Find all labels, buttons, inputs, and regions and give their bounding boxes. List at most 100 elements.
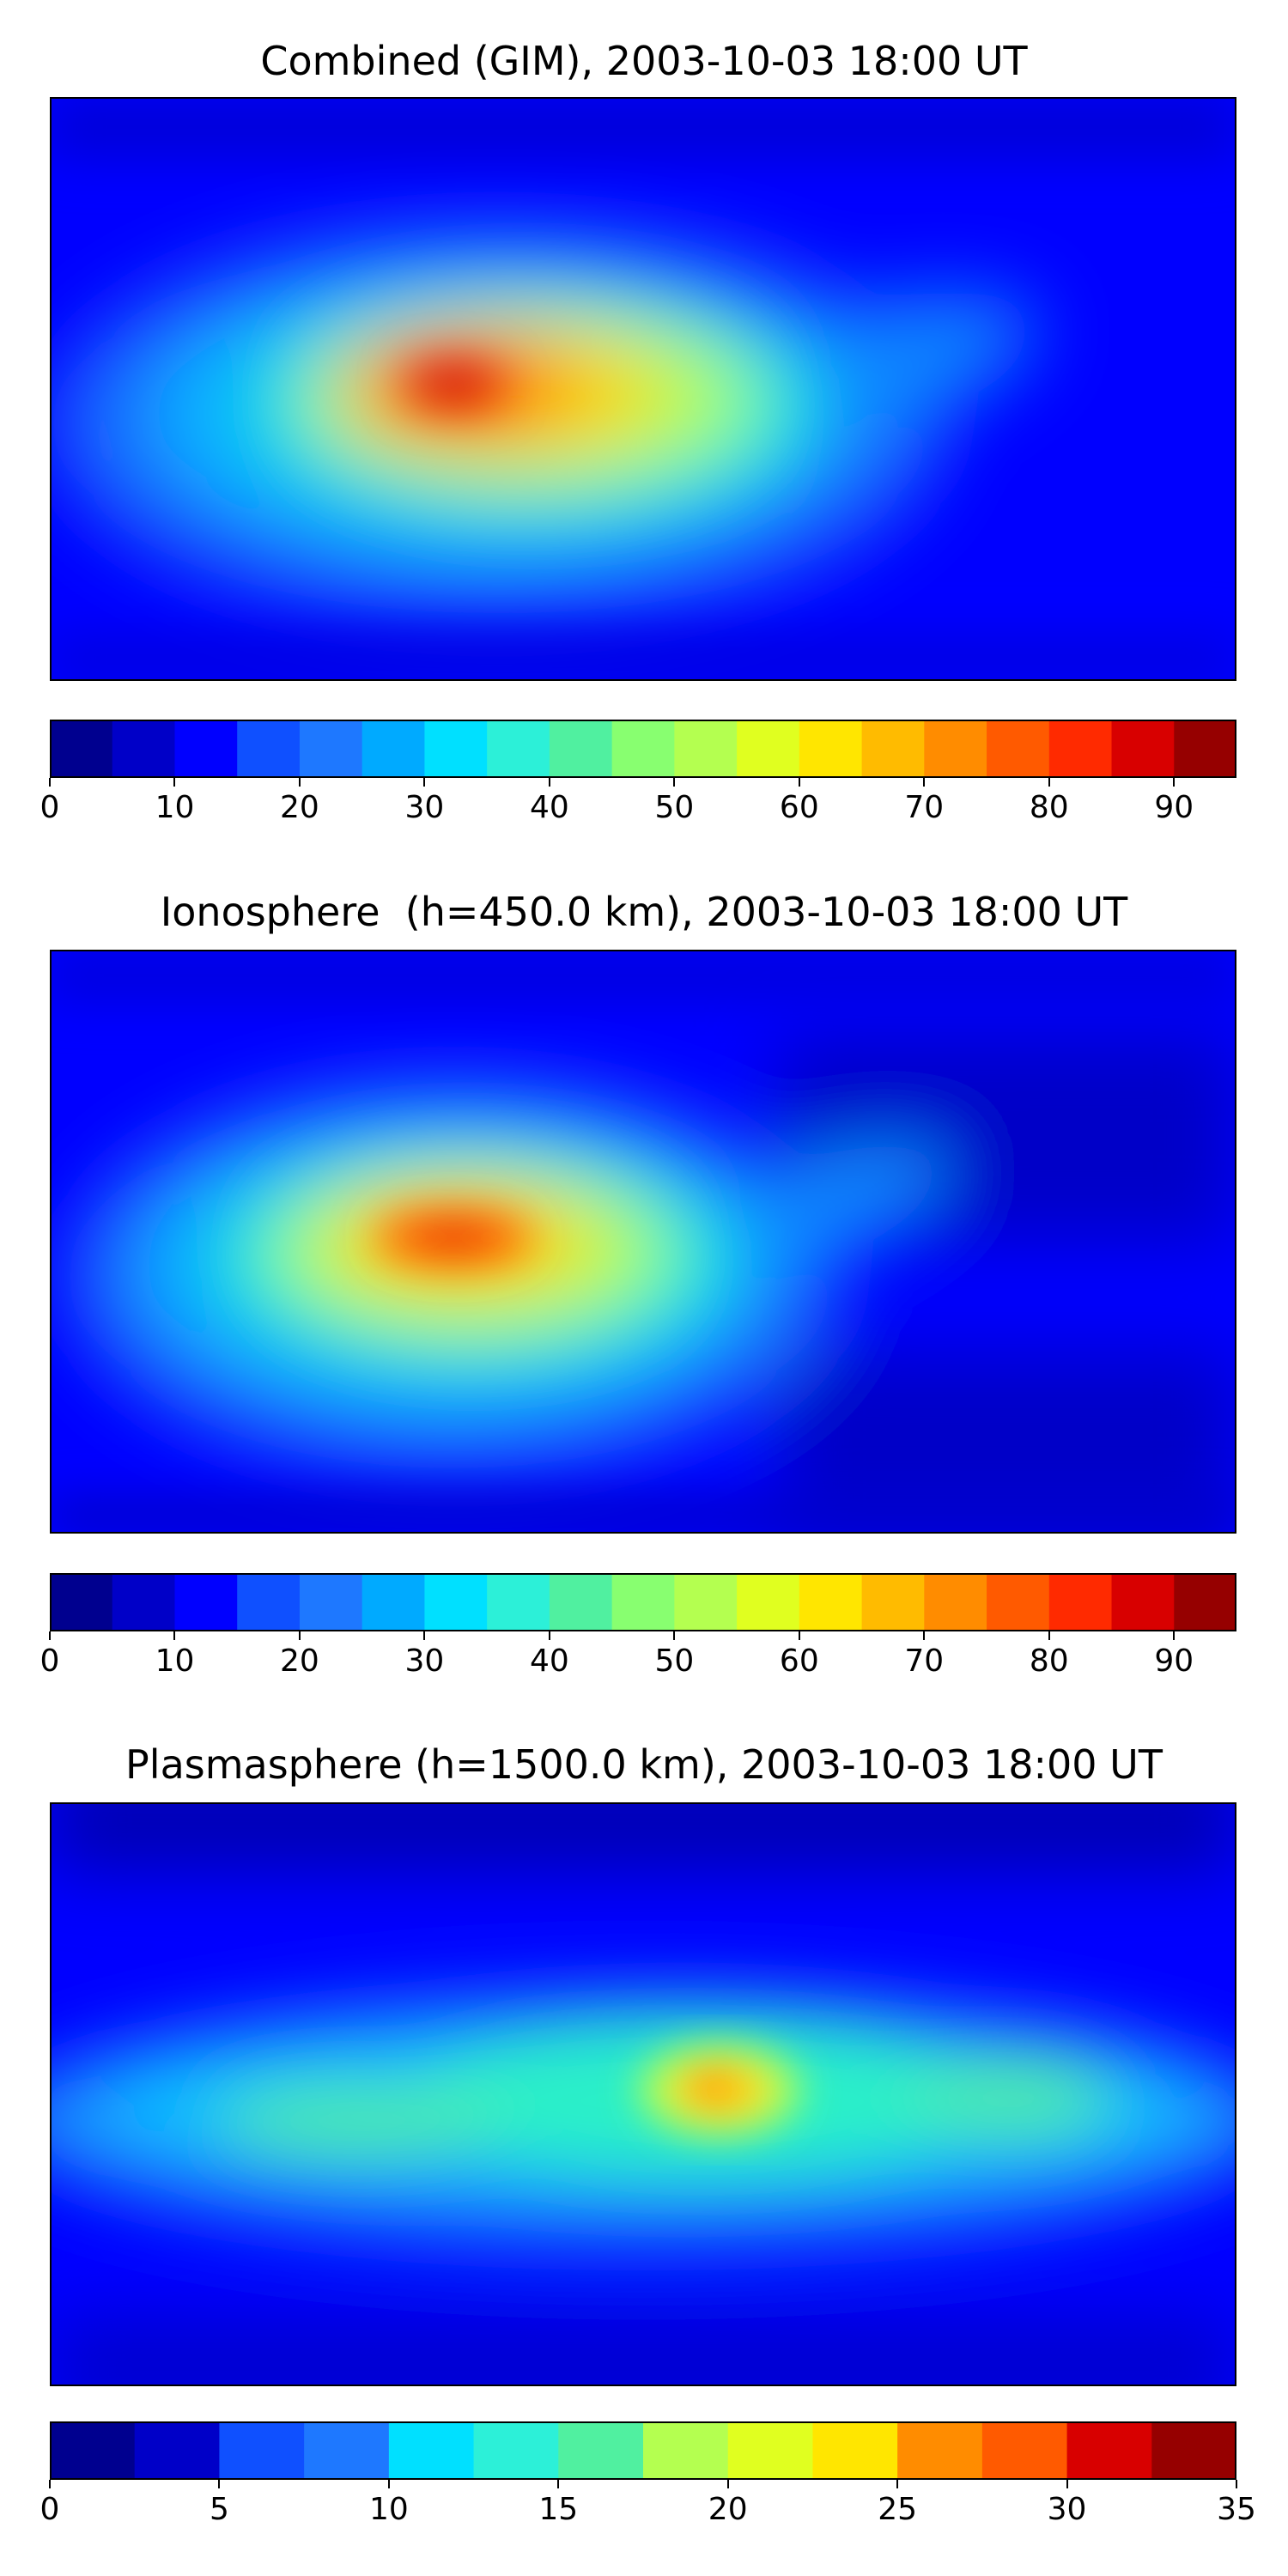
heatmap-peak — [50, 950, 1236, 1534]
colorbar-bin — [737, 1573, 800, 1631]
colorbar-tick-label: 40 — [529, 1643, 569, 1679]
colorbar-tick-mark — [1048, 1631, 1050, 1640]
colorbar-tick-label: 90 — [1154, 1643, 1194, 1679]
colorbar-tick-mark — [218, 2480, 221, 2488]
colorbar-bin — [897, 2421, 983, 2480]
colorbar-bin — [1174, 1573, 1237, 1631]
colorbar-bin — [1048, 1573, 1113, 1631]
colorbar-tick-label: 20 — [708, 2492, 748, 2527]
heatmap-field — [50, 1802, 1236, 2386]
colorbar-svg — [50, 2421, 1237, 2480]
colorbar-tick-mark — [548, 1631, 550, 1640]
heatmap-map — [50, 1802, 1236, 2386]
colorbar-bin — [361, 720, 425, 778]
colorbar-tick-mark — [423, 778, 426, 787]
colorbar — [50, 1573, 1237, 1631]
colorbar-tick-label: 60 — [779, 1643, 819, 1679]
heatmap-map — [50, 97, 1236, 681]
colorbar-outline — [50, 720, 1236, 778]
colorbar-tick-mark — [387, 2480, 390, 2488]
colorbar-tick-label: 90 — [1154, 790, 1194, 825]
colorbar-outline — [50, 2421, 1236, 2480]
colorbar-bin — [1066, 2421, 1152, 2480]
colorbar-tick-label: 10 — [155, 790, 195, 825]
colorbar-bin — [174, 720, 238, 778]
colorbar-tick-label: 50 — [654, 1643, 695, 1679]
heatmap-svg — [50, 1802, 1236, 2386]
colorbar-tick-mark — [726, 2480, 729, 2488]
colorbar-outline — [50, 1573, 1236, 1631]
colorbar-tick-mark — [798, 778, 800, 787]
colorbar-tick-mark — [1048, 778, 1050, 787]
colorbar-bin — [987, 1573, 1050, 1631]
colorbar-tick-mark — [673, 1631, 676, 1640]
colorbar-bin — [799, 720, 863, 778]
colorbar-bin — [361, 1573, 425, 1631]
colorbar-bin — [299, 720, 363, 778]
colorbar-tick-mark — [298, 1631, 301, 1640]
colorbar-bin — [219, 2421, 305, 2480]
colorbar-bin — [611, 1573, 675, 1631]
colorbar — [50, 720, 1237, 778]
colorbar-tick-label: 30 — [404, 1643, 445, 1679]
colorbar-bin — [727, 2421, 813, 2480]
colorbar-tick-label: 60 — [779, 790, 819, 825]
colorbar-bin — [981, 2421, 1068, 2480]
heatmap-field — [50, 226, 1039, 621]
colorbar-bin — [1174, 720, 1237, 778]
map-border — [50, 97, 1236, 681]
colorbar-bin — [304, 2421, 390, 2480]
colorbar-tick-label: 15 — [538, 2492, 579, 2527]
colorbar-tick-label: 25 — [878, 2492, 918, 2527]
colorbar-bin — [424, 1573, 488, 1631]
chart-title: Combined (GIM), 2003-10-03 18:00 UT — [260, 38, 1028, 84]
map-border — [50, 950, 1236, 1534]
colorbar-tick-mark — [673, 778, 676, 787]
chart-title: Ionosphere (h=450.0 km), 2003-10-03 18:0… — [160, 889, 1128, 935]
colorbar-tick-mark — [49, 2480, 51, 2488]
colorbar-bin — [1111, 720, 1175, 778]
colorbar-tick-mark — [173, 1631, 176, 1640]
colorbar-tick-label: 70 — [904, 1643, 945, 1679]
colorbar-tick-label: 0 — [39, 2492, 60, 2527]
colorbar-tick-label: 10 — [155, 1643, 195, 1679]
colorbar-bin — [549, 720, 613, 778]
colorbar-bin — [987, 720, 1050, 778]
colorbar-bin — [924, 1573, 987, 1631]
colorbar-tick-label: 50 — [654, 790, 695, 825]
colorbar-bin — [487, 1573, 550, 1631]
colorbar-bin — [1151, 2421, 1237, 2480]
colorbar-tick-mark — [49, 778, 51, 787]
colorbar-bins — [50, 1573, 1237, 1631]
colorbar-tick-label: 20 — [280, 790, 319, 825]
colorbar-bin — [388, 2421, 475, 2480]
map-border — [50, 1802, 1236, 2386]
colorbar-tick-label: 10 — [368, 2492, 409, 2527]
colorbar-bin — [50, 720, 113, 778]
colorbar-tick-mark — [1236, 2480, 1237, 2488]
colorbar-bin — [299, 1573, 363, 1631]
colorbar-bin — [112, 1573, 175, 1631]
colorbar-bin — [611, 720, 675, 778]
colorbar-tick-label: 80 — [1029, 790, 1069, 825]
chart-title: Plasmasphere (h=1500.0 km), 2003-10-03 1… — [125, 1741, 1163, 1788]
colorbar-tick-label: 80 — [1029, 1643, 1069, 1679]
colorbar-bin — [737, 720, 800, 778]
colorbar-bin — [112, 720, 175, 778]
colorbar-tick-label: 70 — [904, 790, 945, 825]
colorbar-bins — [50, 2421, 1237, 2480]
colorbar-bin — [1111, 1573, 1175, 1631]
colorbar-bin — [861, 720, 925, 778]
colorbar-bin — [1048, 720, 1113, 778]
heatmap-peak — [50, 97, 1236, 681]
colorbar-bin — [861, 1573, 925, 1631]
colorbar-bin — [643, 2421, 729, 2480]
colorbar-tick-label: 0 — [39, 790, 60, 825]
colorbar-svg — [50, 720, 1237, 778]
heatmap-map — [50, 950, 1236, 1534]
colorbar-tick-mark — [896, 2480, 899, 2488]
colorbar-tick-mark — [423, 1631, 426, 1640]
colorbar-tick-label: 40 — [529, 790, 569, 825]
colorbar-tick-mark — [557, 2480, 560, 2488]
colorbar-bin — [50, 1573, 113, 1631]
